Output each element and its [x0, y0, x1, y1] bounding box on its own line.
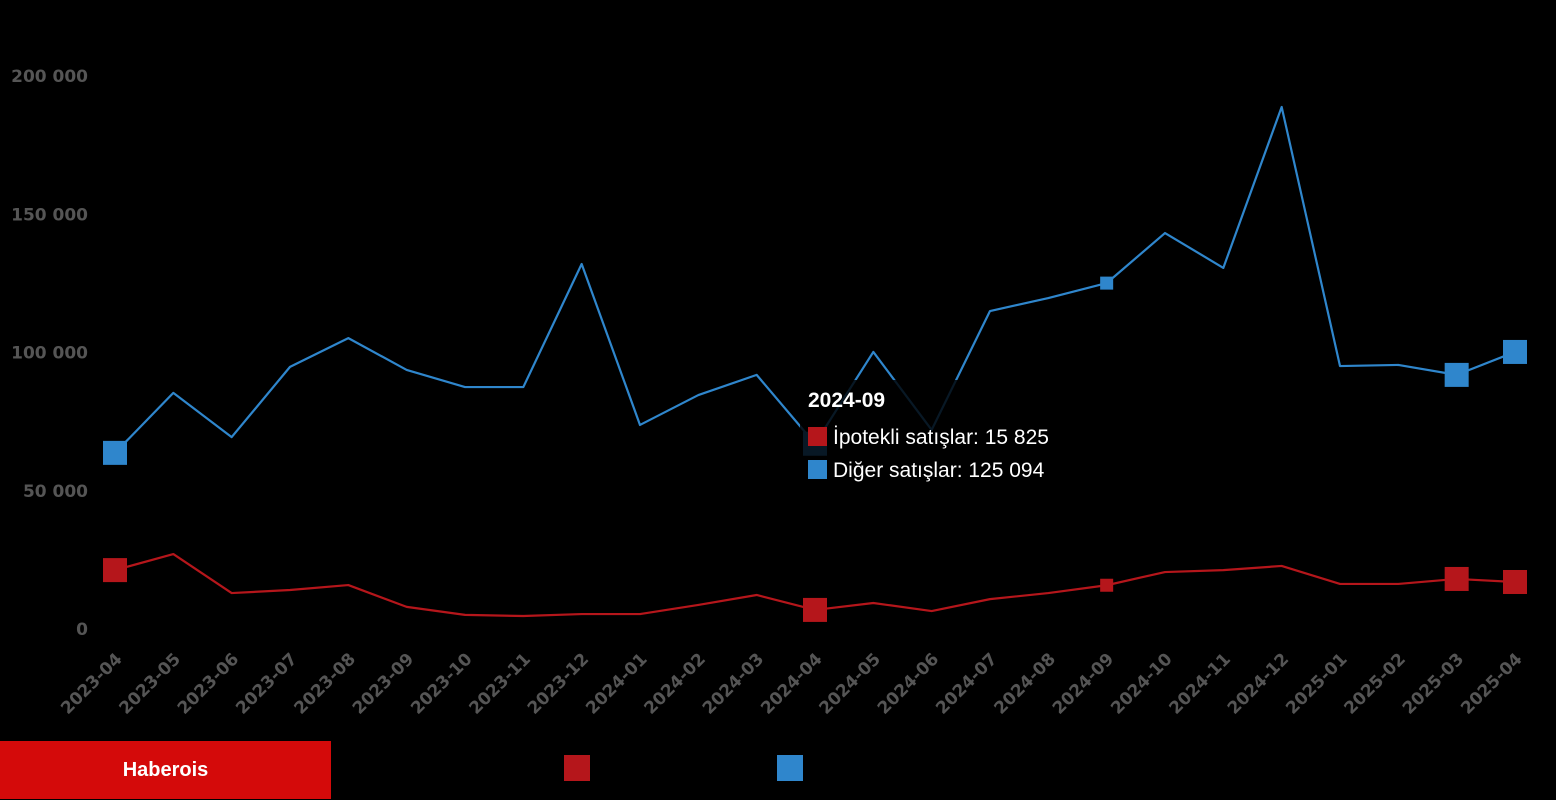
data-point-marker	[1100, 578, 1114, 592]
data-point-marker	[103, 558, 127, 583]
legend-diger-icon[interactable]	[777, 755, 803, 781]
tooltip-value-diger: Diğer satışlar: 125 094	[833, 459, 1045, 482]
data-point-marker	[1503, 339, 1527, 364]
x-tick-label: 2025-02	[1341, 649, 1410, 718]
x-tick-label: 2024-11	[1166, 649, 1235, 718]
tooltip-title: 2024-09	[808, 389, 886, 412]
x-tick-label: 2024-08	[991, 649, 1060, 718]
y-tick-label: 50 000	[23, 482, 88, 502]
x-tick-label: 2023-08	[291, 649, 360, 718]
chart-tooltip: 2024-09 İpotekli satışlar: 15 825 Diğer …	[800, 380, 1057, 491]
x-tick-label: 2024-06	[874, 649, 943, 718]
data-point-marker	[1503, 569, 1527, 594]
x-tick-label: 2024-04	[757, 649, 826, 718]
x-tick-label: 2024-07	[932, 649, 1001, 718]
x-tick-label: 2023-05	[116, 649, 185, 718]
x-tick-label: 2024-09	[1049, 649, 1118, 718]
data-point-marker	[1444, 566, 1469, 591]
ipotekli-swatch-icon	[808, 427, 827, 446]
x-tick-label: 2024-02	[641, 649, 710, 718]
data-point-marker	[103, 440, 127, 465]
x-tick-label: 2025-04	[1457, 649, 1526, 718]
tooltip-row-ipotekli: İpotekli satışlar: 15 825	[808, 421, 1049, 454]
tooltip-value-ipotekli: İpotekli satışlar: 15 825	[833, 426, 1049, 449]
x-tick-label: 2023-12	[524, 649, 593, 718]
diger-swatch-icon	[808, 460, 827, 479]
x-tick-label: 2024-10	[1107, 649, 1176, 718]
y-tick-label: 0	[76, 620, 88, 640]
y-tick-label: 100 000	[11, 344, 88, 364]
x-tick-label: 2024-01	[582, 649, 651, 718]
x-tick-label: 2024-12	[1224, 649, 1293, 718]
x-tick-label: 2023-06	[174, 649, 243, 718]
x-tick-label: 2023-11	[466, 649, 535, 718]
x-tick-label: 2023-04	[57, 649, 126, 718]
x-tick-label: 2024-05	[816, 649, 885, 718]
x-tick-label: 2024-03	[699, 649, 768, 718]
legend-ipotekli-icon[interactable]	[564, 755, 590, 781]
tooltip-row-diger: Diğer satışlar: 125 094	[808, 454, 1049, 487]
x-tick-label: 2023-10	[407, 649, 476, 718]
x-tick-label: 2025-03	[1399, 649, 1468, 718]
x-tick-label: 2023-09	[349, 649, 418, 718]
data-point-marker	[1444, 362, 1469, 387]
data-point-marker	[1100, 276, 1114, 290]
y-tick-label: 200 000	[11, 67, 88, 87]
y-tick-label: 150 000	[11, 205, 88, 225]
x-tick-label: 2025-01	[1282, 649, 1351, 718]
data-point-marker	[803, 597, 827, 622]
x-tick-label: 2023-07	[232, 649, 301, 718]
brand-logo: Haberois	[0, 741, 331, 799]
